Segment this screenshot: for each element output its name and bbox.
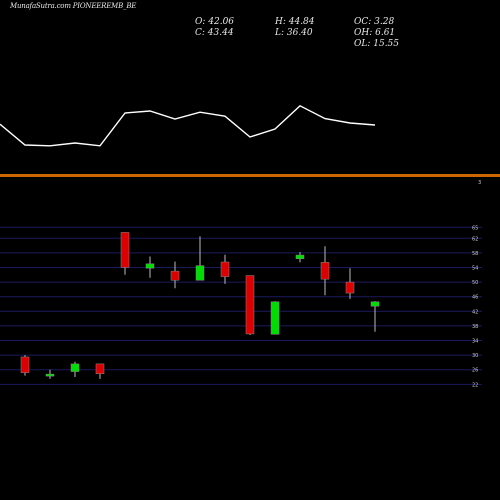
candle [195, 236, 205, 281]
candles [20, 232, 380, 379]
candle [270, 301, 280, 335]
candle-body [370, 301, 380, 307]
close-value: C: 43.44 [195, 28, 234, 38]
candle-body [120, 232, 130, 268]
candle-body [95, 363, 105, 375]
candle [295, 252, 305, 263]
y-tick-label: 22 [472, 382, 478, 388]
candle-body [220, 261, 230, 277]
line-series [0, 104, 376, 147]
y-tick-label: 62 [472, 236, 478, 242]
open-value: O: 42.06 [195, 17, 235, 27]
candle-body [70, 363, 80, 372]
candle [70, 361, 80, 378]
oc-value: OC: 3.28 [354, 17, 395, 27]
candle [345, 268, 355, 299]
candle [220, 254, 230, 284]
candle-body [320, 262, 330, 280]
candle-body [270, 301, 280, 335]
candle [320, 246, 330, 296]
low-value: L: 36.40 [275, 28, 313, 38]
y-tick-label: 26 [472, 368, 478, 374]
candle [20, 355, 30, 376]
candle-body [45, 373, 55, 377]
y-tick-label: 65 [472, 225, 478, 231]
y-tick-label: 50 [472, 280, 478, 286]
chart-title: MunafaSutra.com PIONEEREMB_BE [10, 2, 137, 10]
candle [95, 363, 105, 379]
grid: 22 26 30 34 38 42 46 50 54 58 62 65 [0, 225, 482, 388]
candle-body [245, 275, 255, 335]
candle-body [195, 265, 205, 281]
candle-body [345, 281, 355, 294]
y-tick-label: 38 [472, 324, 478, 330]
ol-value: OL: 15.55 [354, 39, 400, 49]
oh-value: OH: 6.61 [354, 28, 396, 38]
y-tick-label: 54 [472, 265, 478, 271]
candle [170, 261, 180, 289]
candle [370, 301, 380, 332]
line-panel [0, 104, 376, 147]
candle [120, 232, 130, 275]
candle-body [145, 263, 155, 269]
candle-body [170, 270, 180, 281]
candle [45, 369, 55, 379]
y-tick-label: 30 [472, 353, 478, 359]
top-right-label: 3 [478, 180, 481, 186]
panel-separator [0, 174, 500, 177]
candle-body [295, 254, 305, 259]
candle-body [20, 356, 30, 373]
y-tick-label: 42 [472, 309, 478, 315]
y-tick-label: 58 [472, 251, 478, 257]
candle [145, 256, 155, 278]
y-tick-label: 46 [472, 295, 478, 301]
candle [245, 275, 255, 336]
y-tick-label: 34 [472, 339, 478, 345]
high-value: H: 44.84 [275, 17, 315, 27]
